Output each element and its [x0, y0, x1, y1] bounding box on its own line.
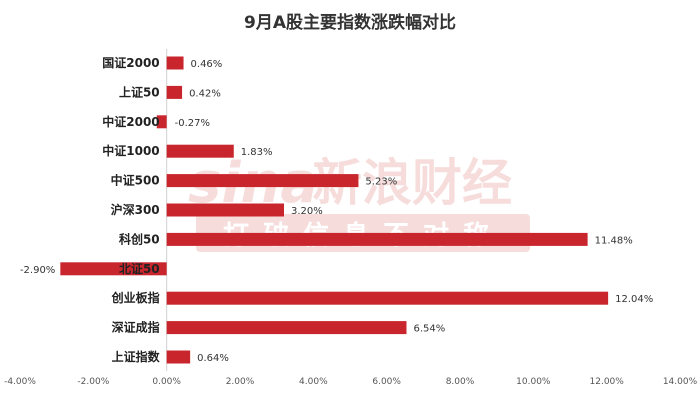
category-label: 中证1000 [102, 143, 159, 158]
category-label: 国证2000 [102, 56, 159, 70]
bar [166, 232, 588, 246]
data-label: 11.48% [595, 235, 633, 246]
x-tick-label: 2.00% [226, 377, 255, 387]
category-label: 上证50 [119, 84, 160, 99]
data-label: 5.23% [365, 177, 397, 188]
bar [166, 174, 359, 188]
x-tick-label: -4.00% [4, 377, 36, 387]
x-tick-label: 6.00% [372, 377, 401, 387]
data-label: 0.64% [197, 353, 229, 364]
bar [166, 350, 191, 364]
data-label: 1.83% [241, 147, 273, 158]
bar [166, 203, 284, 217]
x-tick-label: 14.00% [663, 377, 698, 387]
chart-title: 9月A股主要指数涨跌幅对比 [244, 13, 456, 33]
bar [156, 115, 167, 129]
bar [166, 291, 609, 305]
category-label: 科创50 [119, 231, 160, 246]
x-tick-label: 8.00% [446, 377, 475, 387]
data-label: 0.46% [191, 59, 223, 70]
bar [60, 262, 167, 276]
x-tick-label: 12.00% [590, 377, 625, 387]
category-label: 沪深300 [111, 202, 160, 217]
bar [166, 144, 234, 158]
x-tick-label: 0.00% [152, 377, 181, 387]
bar [166, 321, 407, 335]
category-label: 创业板指 [111, 290, 160, 305]
data-label: 0.42% [189, 88, 221, 99]
x-tick-label: -2.00% [77, 377, 109, 387]
category-label: 上证指数 [112, 349, 161, 364]
x-tick-label: 4.00% [299, 377, 328, 387]
data-label: 3.20% [291, 206, 323, 217]
bar [166, 85, 183, 99]
category-label: 中证500 [111, 173, 160, 188]
data-label: 12.04% [615, 294, 653, 305]
data-label: -0.27% [175, 118, 210, 129]
category-label: 中证2000 [102, 114, 159, 129]
data-label: -2.90% [20, 265, 55, 276]
x-tick-label: 10.00% [516, 377, 551, 387]
data-label: 6.54% [413, 324, 445, 335]
category-label: 北证50 [119, 261, 160, 276]
category-label: 深证成指 [112, 320, 160, 335]
bar [166, 56, 184, 70]
